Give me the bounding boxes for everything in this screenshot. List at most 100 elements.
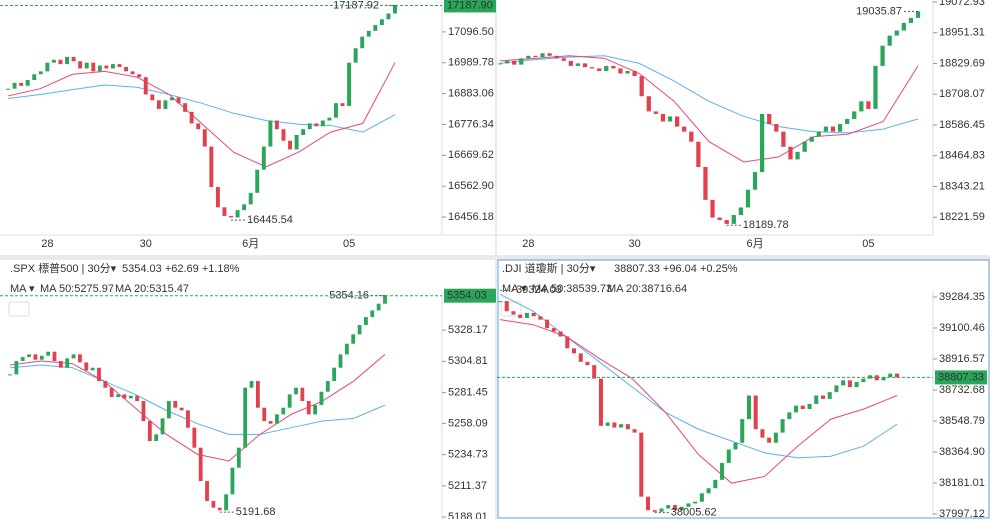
candle [526, 55, 531, 59]
annotation: 5354.16 [329, 289, 369, 301]
candle [745, 189, 751, 208]
candle [558, 331, 563, 337]
candle [533, 55, 538, 58]
candle [859, 101, 864, 112]
y-tick-label: 38548.79 [939, 415, 985, 427]
candle [338, 354, 343, 368]
candle [646, 96, 651, 112]
candle [497, 301, 503, 303]
candle [866, 101, 871, 109]
collapse-button[interactable] [500, 301, 522, 317]
candle [347, 62, 352, 107]
candle [834, 385, 839, 393]
y-tick-label: 5188.01 [448, 511, 488, 519]
candle [800, 405, 805, 410]
candle [248, 192, 253, 205]
candle [908, 17, 914, 23]
last-price-tag [935, 370, 987, 385]
y-tick-label: 5304.81 [448, 355, 488, 367]
candle [809, 136, 814, 142]
candle [183, 103, 188, 112]
candle [511, 311, 516, 315]
symbol: .DJI 道瓊斯 | 30分▾ [502, 261, 596, 275]
candle [780, 419, 785, 433]
candle [14, 361, 19, 375]
candle [33, 354, 38, 360]
candle [383, 295, 387, 304]
y-tick-label: 18464.83 [939, 150, 985, 162]
candle [370, 310, 375, 318]
candle [249, 381, 254, 388]
candle [357, 325, 362, 335]
candle [693, 501, 698, 504]
y-tick-label: 5211.37 [448, 480, 487, 492]
candle [209, 146, 214, 188]
candle [222, 207, 227, 216]
candle [807, 403, 812, 410]
candle [379, 19, 384, 26]
candle [726, 449, 731, 463]
candle [128, 395, 133, 399]
candle [731, 215, 736, 224]
candle [294, 387, 298, 395]
candle [97, 65, 102, 72]
candle [551, 328, 556, 332]
candle [135, 395, 140, 402]
candle [196, 123, 201, 130]
last-price-label: 38807.33 [938, 371, 984, 383]
candle [376, 303, 381, 311]
ma-legend: MA ▾ [10, 283, 35, 295]
candle [605, 422, 610, 426]
ma-line [9, 364, 386, 435]
candle [235, 210, 240, 218]
annotation: 18189.78 [743, 219, 789, 231]
annotation: 5191.68 [236, 506, 276, 518]
candle [874, 375, 879, 381]
candle [215, 187, 220, 208]
candle [344, 343, 349, 355]
ma-line [499, 55, 919, 163]
candle [915, 11, 921, 18]
candle [781, 131, 786, 147]
x-tick-label: 30 [140, 238, 152, 250]
y-tick-label: 38732.68 [939, 384, 985, 396]
ma-legend: MA 20:38716.64 [607, 283, 687, 295]
candle [760, 429, 765, 438]
candle [787, 412, 792, 420]
candle [281, 129, 286, 141]
y-tick-label: 16776.34 [448, 118, 494, 130]
candle [888, 373, 893, 377]
candle [137, 74, 142, 78]
ma-line [499, 55, 919, 134]
candle [794, 405, 799, 413]
y-tick-label: 18829.69 [939, 57, 985, 69]
candle [301, 129, 306, 135]
ma-legend: MA 50:5275.97 [40, 283, 114, 295]
x-tick-label: 05 [343, 238, 355, 250]
candle [585, 361, 590, 366]
y-tick-label: 18586.45 [939, 119, 985, 131]
candle [524, 312, 529, 318]
candle [25, 80, 30, 86]
candle [205, 481, 209, 502]
candle [823, 126, 829, 132]
y-tick-label: 18708.07 [939, 88, 985, 100]
candle [861, 378, 866, 383]
y-tick-label: 39100.46 [939, 322, 985, 334]
candle [156, 100, 161, 109]
candle [720, 462, 725, 480]
candle [545, 319, 550, 329]
candle [261, 146, 266, 170]
candle [268, 120, 273, 147]
candle [713, 479, 718, 489]
y-tick-label: 39284.35 [939, 291, 985, 303]
y-tick-label: 38181.01 [939, 477, 985, 489]
candle [497, 63, 503, 65]
candle [816, 131, 821, 137]
candle [274, 120, 279, 130]
candle [39, 355, 44, 360]
candle [632, 429, 637, 433]
x-tick-label: 30 [628, 238, 640, 250]
collapse-button[interactable] [8, 301, 30, 317]
candle [618, 68, 623, 74]
